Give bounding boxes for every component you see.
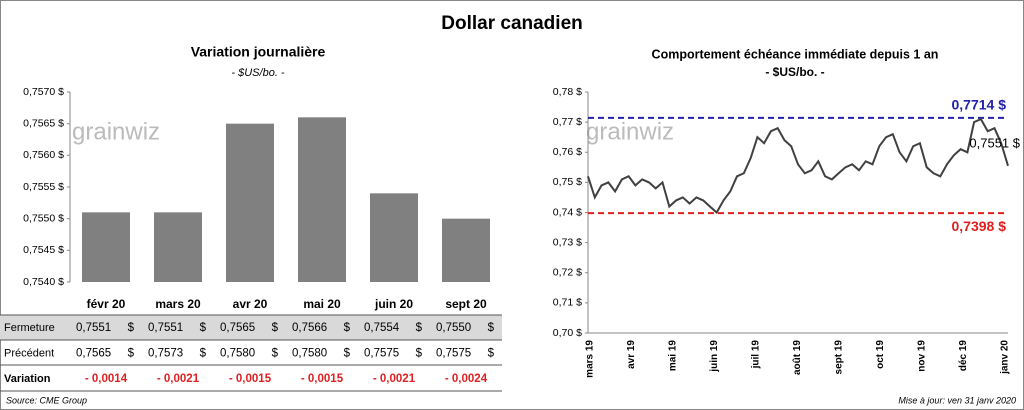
x-tick-label: déc 19 [958,340,969,372]
x-tick-label: nov 19 [917,340,928,372]
y-tick-label: 0,74 $ [553,206,582,218]
bar [82,212,130,282]
y-tick-label: 0,7540 $ [23,276,64,288]
x-tick-label: août 19 [792,340,803,375]
cell-value: 0,7566 [292,322,327,334]
y-tick-label: 0,7545 $ [23,244,64,256]
cell-unit: $ [488,322,495,334]
page-title: Dollar canadien [441,13,583,34]
watermark: grainwiz [72,118,160,145]
chart-title: Variation journalière [191,44,326,60]
y-tick-label: 0,70 $ [553,327,582,339]
cell-value: 0,7565 [220,322,255,334]
x-tick-label: oct 19 [875,340,886,369]
y-tick-label: 0,7555 $ [23,181,64,193]
cell-value: 0,7580 [220,348,255,360]
bar [442,218,490,282]
cell-value: - 0,0015 [229,373,272,385]
reference-label: 0,7714 $ [952,97,1007,113]
chart-subtitle: - $US/bo. - [765,65,824,79]
row-label: Précédent [4,347,54,359]
y-tick-label: 0,7565 $ [23,117,64,129]
cell-value: 0,7565 [76,348,111,360]
x-tick-label: juin 20 [374,297,413,311]
bar [154,212,202,282]
cell-unit: $ [344,348,351,360]
y-tick-label: 0,7560 $ [23,149,64,161]
row-band [0,315,502,340]
x-tick-label: janv 20 [1000,340,1011,375]
chart-subtitle: - $US/bo. - [231,67,285,79]
bar [370,193,418,282]
cell-unit: $ [272,322,279,334]
cell-value: 0,7580 [292,348,327,360]
y-tick-label: 0,7550 $ [23,212,64,224]
x-tick-label: mai 19 [668,340,679,372]
cell-unit: $ [416,322,423,334]
source: Source: CME Group [6,395,87,405]
y-tick-label: 0,77 $ [553,116,582,128]
cell-unit: $ [128,322,135,334]
x-tick-label: juil 19 [751,340,762,370]
y-tick-label: 0,71 $ [553,297,582,309]
x-tick-label: juin 19 [709,340,720,373]
y-tick-label: 0,7570 $ [23,86,64,98]
cell-value: 0,7550 [436,322,471,334]
cell-value: 0,7575 [436,348,471,360]
cell-unit: $ [272,348,279,360]
bar [298,117,346,282]
cell-value: - 0,0015 [301,373,344,385]
row-label: Fermeture [4,322,55,334]
cell-value: 0,7575 [364,348,399,360]
y-tick-label: 0,78 $ [553,86,582,98]
cell-value: 0,7551 [76,322,111,334]
x-tick-label: mars 19 [585,340,596,378]
cell-value: - 0,0024 [445,373,488,385]
cell-unit: $ [344,322,351,334]
cell-unit: $ [200,348,207,360]
cell-unit: $ [416,348,423,360]
x-tick-label: sept 20 [445,297,487,311]
x-tick-label: mars 20 [155,297,201,311]
y-tick-label: 0,72 $ [553,267,582,279]
cell-unit: $ [128,348,135,360]
chart-title: Comportement échéance immédiate depuis 1… [652,47,939,61]
x-tick-label: mai 20 [303,297,341,311]
cell-value: 0,7551 [148,322,183,334]
y-tick-label: 0,75 $ [553,176,582,188]
y-tick-label: 0,73 $ [553,236,582,248]
price-line [587,117,1009,215]
update-note: Mise à jour: ven 31 janv 2020 [898,395,1016,405]
cell-unit: $ [200,322,207,334]
x-tick-label: févr 20 [87,297,126,311]
cell-value: - 0,0021 [157,373,200,385]
row-label: Variation [4,373,51,385]
reference-label: 0,7398 $ [952,218,1007,234]
y-tick-label: 0,76 $ [553,146,582,158]
cell-value: - 0,0014 [85,373,128,385]
x-tick-label: sept 19 [834,340,845,375]
x-tick-label: avr 20 [233,297,268,311]
x-tick-label: avr 19 [626,340,637,369]
cell-value: 0,7573 [148,348,183,360]
bar [226,123,274,283]
cell-value: 0,7554 [364,322,400,334]
last-label: 0,7551 $ [969,135,1020,150]
cell-value: - 0,0021 [373,373,416,385]
cell-unit: $ [488,348,495,360]
watermark: grainwiz [586,118,674,145]
